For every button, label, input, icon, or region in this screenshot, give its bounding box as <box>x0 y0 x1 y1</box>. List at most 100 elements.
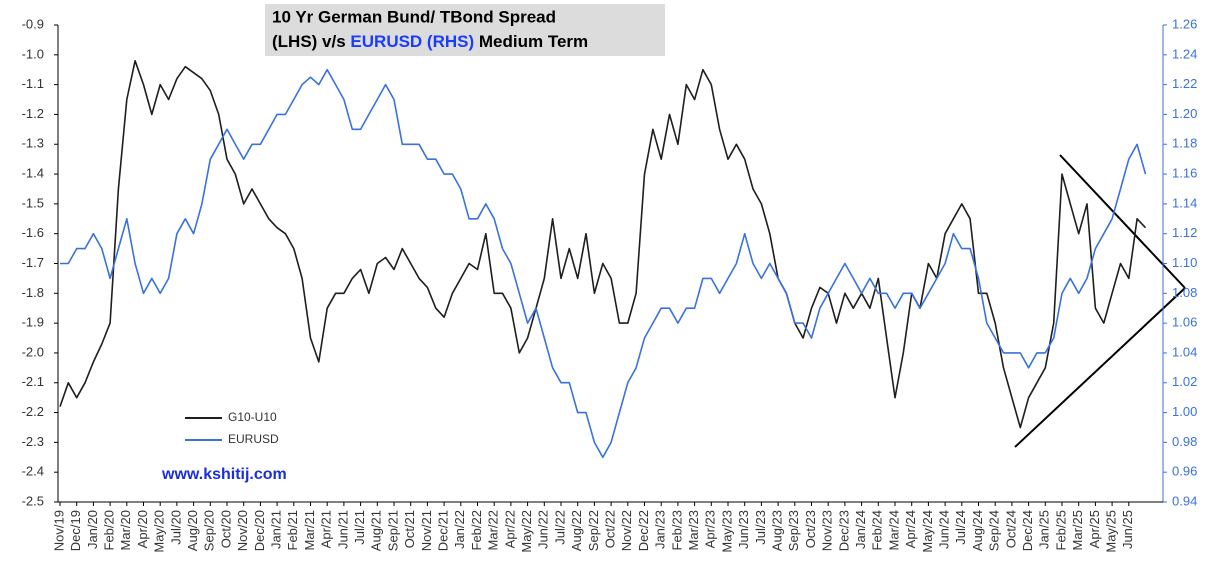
title-part: (LHS) v/s <box>272 32 346 51</box>
x-tick-label: Nov/19 <box>51 510 66 551</box>
y2-tick-label: 1.14 <box>1172 195 1197 210</box>
y2-tick-label: 1.08 <box>1172 285 1197 300</box>
x-tick-label-group: Jan/24 <box>853 510 868 549</box>
x-tick-label-group: Oct/23 <box>803 510 818 548</box>
x-tick-label-group: May/23 <box>719 510 734 553</box>
x-tick-label-group: Nov/21 <box>419 510 434 551</box>
x-tick-label: Feb/23 <box>669 510 684 550</box>
x-tick-label: Sep/23 <box>786 510 801 551</box>
y-tick-label: -2.2 <box>22 404 44 419</box>
x-tick-label-group: Apr/20 <box>135 510 150 548</box>
x-tick-label-group: Sep/20 <box>202 510 217 551</box>
x-tick-label-group: Jul/23 <box>753 510 768 545</box>
y2-tick-label: 1.12 <box>1172 225 1197 240</box>
x-tick-label-group: Jul/24 <box>953 510 968 545</box>
x-tick-label-group: Nov/20 <box>235 510 250 551</box>
x-tick-label-group: Dec/24 <box>1020 510 1035 551</box>
x-tick-label: Jan/20 <box>85 510 100 549</box>
x-tick-label-group: Jan/22 <box>452 510 467 549</box>
x-tick-label: Feb/24 <box>870 510 885 550</box>
x-tick-label: Jun/24 <box>937 510 952 549</box>
series-line <box>60 68 1147 459</box>
y-tick-label: -1.3 <box>22 136 44 151</box>
y2-tick-label: 0.96 <box>1172 464 1197 479</box>
x-tick-label: Feb/20 <box>102 510 117 550</box>
x-tick-label: Apr/24 <box>903 510 918 548</box>
y-tick-label: -2.4 <box>22 464 44 479</box>
x-tick-label-group: Feb/22 <box>469 510 484 550</box>
x-tick-label: Oct/22 <box>603 510 618 548</box>
x-tick-label-group: Feb/20 <box>102 510 117 550</box>
x-tick-label: Jun/23 <box>736 510 751 549</box>
x-tick-label: Jan/22 <box>452 510 467 549</box>
y2-tick-label: 1.26 <box>1172 16 1197 31</box>
x-tick-label: Mar/22 <box>486 510 501 550</box>
x-tick-label: Nov/21 <box>419 510 434 551</box>
legend-label: G10-U10 <box>228 410 277 424</box>
x-tick-label-group: Feb/24 <box>870 510 885 550</box>
x-tick-label: Feb/25 <box>1053 510 1068 550</box>
x-tick-label-group: Jan/20 <box>85 510 100 549</box>
x-tick-label-group: Apr/21 <box>319 510 334 548</box>
y2-tick-label: 1.24 <box>1172 46 1197 61</box>
y-tick-label: -1.8 <box>22 285 44 300</box>
y-tick-label: -1.7 <box>22 255 44 270</box>
y2-tick-label: 1.22 <box>1172 76 1197 91</box>
x-tick-label: Nov/22 <box>619 510 634 551</box>
x-tick-label: Aug/20 <box>185 510 200 551</box>
x-tick-label-group: Jul/22 <box>552 510 567 545</box>
x-tick-label-group: Sep/21 <box>385 510 400 551</box>
x-tick-label: Nov/23 <box>820 510 835 551</box>
x-tick-label-group: Oct/22 <box>603 510 618 548</box>
y2-tick-label: 1.16 <box>1172 166 1197 181</box>
x-tick-label-group: Nov/19 <box>51 510 66 551</box>
x-tick-label-group: Aug/20 <box>185 510 200 551</box>
x-tick-label-group: Mar/24 <box>886 510 901 550</box>
x-tick-label: Mar/20 <box>118 510 133 550</box>
x-tick-label: Jun/25 <box>1120 510 1135 549</box>
x-tick-label-group: Jul/20 <box>168 510 183 545</box>
x-tick-label-group: Jun/21 <box>335 510 350 549</box>
title-highlight: EURUSD (RHS) <box>350 32 474 51</box>
y-tick-label: -1.4 <box>22 166 44 181</box>
x-tick-label-group: Oct/20 <box>218 510 233 548</box>
x-tick-label-group: Apr/23 <box>703 510 718 548</box>
y2-tick-label: 1.00 <box>1172 404 1197 419</box>
series-line <box>59 60 1147 429</box>
x-tick-label: May/25 <box>1104 510 1119 553</box>
x-tick-label: Jun/21 <box>335 510 350 549</box>
y-tick-label: -1.9 <box>22 315 44 330</box>
y-tick-label: -1.0 <box>22 46 44 61</box>
x-tick-label-group: Mar/20 <box>118 510 133 550</box>
x-tick-label: Oct/24 <box>1003 510 1018 548</box>
x-tick-label: Mar/21 <box>302 510 317 550</box>
x-tick-label: Mar/24 <box>886 510 901 550</box>
x-tick-label-group: Apr/22 <box>502 510 517 548</box>
x-tick-label-group: Oct/24 <box>1003 510 1018 548</box>
x-tick-label-group: Apr/24 <box>903 510 918 548</box>
x-tick-label-group: Dec/20 <box>252 510 267 551</box>
x-tick-label-group: Aug/22 <box>569 510 584 551</box>
x-tick-label: Dec/19 <box>68 510 83 551</box>
y2-tick-label: 1.06 <box>1172 315 1197 330</box>
y2-tick-label: 1.02 <box>1172 374 1197 389</box>
x-tick-label: Dec/24 <box>1020 510 1035 551</box>
trendline <box>1014 287 1186 448</box>
x-tick-label-group: Sep/22 <box>586 510 601 551</box>
x-tick-label: Nov/20 <box>235 510 250 551</box>
x-tick-label: Oct/21 <box>402 510 417 548</box>
x-tick-label: Mar/25 <box>1070 510 1085 550</box>
x-tick-label-group: Dec/22 <box>636 510 651 551</box>
x-tick-label: Oct/20 <box>218 510 233 548</box>
x-tick-label-group: Jan/21 <box>269 510 284 549</box>
x-tick-label-group: Jun/24 <box>937 510 952 549</box>
x-tick-label: Sep/24 <box>987 510 1002 551</box>
x-tick-label-group: Sep/24 <box>987 510 1002 551</box>
x-tick-label: Jan/23 <box>653 510 668 549</box>
x-tick-label-group: Mar/22 <box>486 510 501 550</box>
x-tick-label: Jul/24 <box>953 510 968 545</box>
x-tick-label: Apr/25 <box>1087 510 1102 548</box>
x-tick-label: Sep/20 <box>202 510 217 551</box>
y-tick-label: -1.2 <box>22 106 44 121</box>
